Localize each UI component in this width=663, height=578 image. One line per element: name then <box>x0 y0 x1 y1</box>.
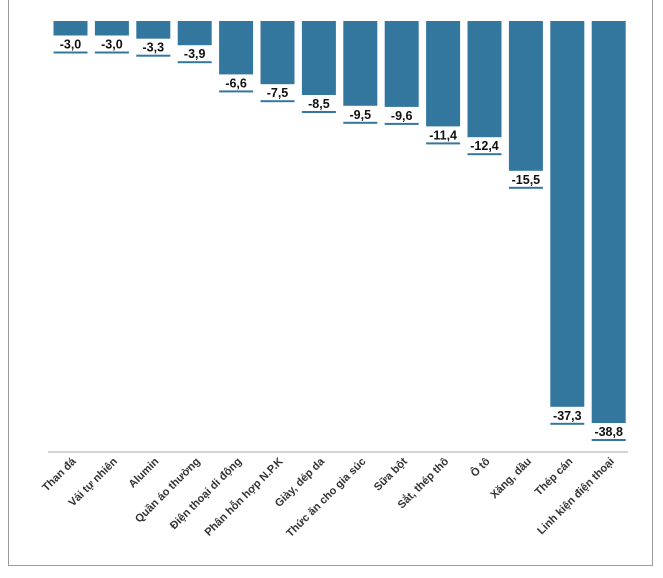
data-label-8: -9,6 <box>391 109 413 123</box>
data-label-3: -3,9 <box>184 47 206 61</box>
x-tick-label-8: Sữa bột <box>372 455 410 493</box>
x-tick-label-13: Linh kiện điện thoại <box>535 456 617 538</box>
bar-10 <box>467 21 502 156</box>
x-tick-label-12: Thép cán <box>533 455 576 498</box>
x-tick-label-7: Thức ăn cho gia súc <box>284 456 368 540</box>
data-label-bg-0 <box>52 35 89 52</box>
bar-11 <box>508 21 543 189</box>
chart-frame <box>8 0 653 566</box>
data-label-bg-13 <box>587 423 630 439</box>
data-label-13: -38,8 <box>594 425 623 439</box>
data-label-11: -15,5 <box>512 173 541 187</box>
data-label-bg-9 <box>422 126 465 143</box>
data-label-bg-2 <box>135 38 171 55</box>
data-label-bg-3 <box>177 45 213 62</box>
bar-13 <box>591 21 626 441</box>
x-tick-label-2: Alumin <box>127 455 162 490</box>
bar-12 <box>550 21 585 425</box>
data-label-bg-12 <box>546 406 589 423</box>
data-label-1: -3,0 <box>101 38 123 52</box>
data-label-bg-1 <box>94 35 130 52</box>
data-label-5: -7,5 <box>267 86 289 100</box>
data-label-9: -11,4 <box>429 128 457 142</box>
data-label-bg-7 <box>342 105 378 122</box>
x-tick-label-5: Phân hỗn hợp N.P.K <box>202 455 286 539</box>
data-label-bg-6 <box>301 95 337 111</box>
data-label-4: -6,6 <box>225 76 247 90</box>
data-labels: -3,0 -3,0 -3,3 -3,9 -6,6 -7,5 -8,5 -9,5 -9,6 -11,… <box>52 35 630 439</box>
data-label-2: -3,3 <box>143 41 165 55</box>
x-tick-label-4: Điện thoại di động <box>168 456 244 532</box>
data-label-12: -37,3 <box>553 409 582 423</box>
data-label-6: -8,5 <box>308 97 330 111</box>
data-label-bg-5 <box>259 84 296 101</box>
x-tick-label-10: Ô tô <box>468 455 493 480</box>
data-label-bg-8 <box>384 106 420 123</box>
data-label-0: -3,0 <box>60 38 82 52</box>
bars-group <box>53 21 626 441</box>
data-label-10: -12,4 <box>470 139 499 153</box>
data-label-7: -9,5 <box>350 108 372 122</box>
x-tick-label-0: Than đá <box>40 455 79 494</box>
x-tick-label-11: Xăng, dầu <box>488 456 534 502</box>
data-label-bg-4 <box>218 74 254 91</box>
bar-9 <box>426 21 461 145</box>
data-label-bg-11 <box>504 170 547 187</box>
data-label-bg-10 <box>463 137 506 154</box>
